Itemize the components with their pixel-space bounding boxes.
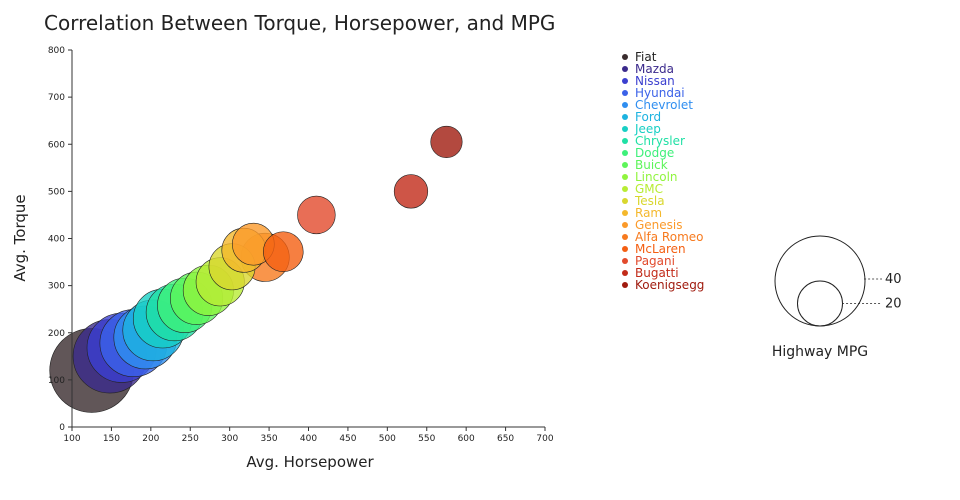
legend-label-gmc[interactable]: GMC xyxy=(635,182,663,196)
legend-marker-gmc xyxy=(622,186,628,192)
size-legend-title: Highway MPG xyxy=(772,344,868,360)
x-tick-label: 550 xyxy=(418,434,435,444)
plot-area xyxy=(49,125,463,413)
legend-label-koenigsegg[interactable]: Koenigsegg xyxy=(635,278,704,292)
legend-label-mazda[interactable]: Mazda xyxy=(635,62,674,76)
legend-label-buick[interactable]: Buick xyxy=(635,158,668,172)
legend-marker-pagani xyxy=(622,258,628,264)
legend-marker-mclaren xyxy=(622,246,628,252)
legend-label-dodge[interactable]: Dodge xyxy=(635,146,674,160)
legend-marker-hyundai xyxy=(622,90,628,96)
legend-marker-fiat xyxy=(622,54,628,60)
x-tick-label: 150 xyxy=(103,434,120,444)
y-tick-label: 100 xyxy=(48,376,65,386)
legend-marker-ford xyxy=(622,114,628,120)
size-legend-value: 40 xyxy=(885,272,902,287)
legend-label-bugatti[interactable]: Bugatti xyxy=(635,266,679,280)
legend-label-hyundai[interactable]: Hyundai xyxy=(635,86,685,100)
legend-marker-dodge xyxy=(622,150,628,156)
x-tick-label: 400 xyxy=(300,434,317,444)
legend-label-genesis[interactable]: Genesis xyxy=(635,218,683,232)
bubble-koenigsegg[interactable] xyxy=(430,125,463,158)
y-tick-label: 800 xyxy=(48,46,65,56)
y-tick-label: 600 xyxy=(48,140,65,150)
x-tick-label: 200 xyxy=(142,434,159,444)
legend-marker-chevrolet xyxy=(622,102,628,108)
legend-label-jeep[interactable]: Jeep xyxy=(634,122,661,136)
y-tick-label: 200 xyxy=(48,329,65,339)
legend-marker-chrysler xyxy=(622,138,628,144)
y-tick-label: 700 xyxy=(48,93,65,103)
legend: FiatMazdaNissanHyundaiChevroletFordJeepC… xyxy=(622,50,704,292)
size-legend-value: 20 xyxy=(885,297,902,312)
legend-label-pagani[interactable]: Pagani xyxy=(635,254,675,268)
x-tick-label: 600 xyxy=(458,434,475,444)
x-axis: 100 150 200 250 300 350 400 450 500 550 600 650 700 xyxy=(63,426,554,444)
y-tick-label: 0 xyxy=(59,423,65,433)
bubble-mclaren[interactable] xyxy=(263,231,304,272)
legend-marker-lincoln xyxy=(622,174,628,180)
legend-marker-koenigsegg xyxy=(622,282,628,288)
legend-marker-buick xyxy=(622,162,628,168)
x-tick-label: 650 xyxy=(497,434,514,444)
size-legend: 40 20 Highway MPG xyxy=(772,235,902,360)
legend-marker-nissan xyxy=(622,78,628,84)
x-tick-label: 700 xyxy=(536,434,553,444)
legend-label-tesla[interactable]: Tesla xyxy=(634,194,665,208)
x-tick-label: 500 xyxy=(379,434,396,444)
legend-label-mclaren[interactable]: McLaren xyxy=(635,242,686,256)
chart-title: Correlation Between Torque, Horsepower, … xyxy=(44,11,555,35)
x-tick-label: 250 xyxy=(182,434,199,444)
legend-marker-jeep xyxy=(622,126,628,132)
legend-marker-bugatti xyxy=(622,270,628,276)
y-tick-label: 400 xyxy=(48,235,65,245)
legend-marker-genesis xyxy=(622,222,628,228)
legend-marker-ram xyxy=(622,210,628,216)
size-legend-circle-20 xyxy=(797,280,843,327)
legend-marker-tesla xyxy=(622,198,628,204)
bubble-pagani[interactable] xyxy=(297,195,336,235)
y-tick-label: 300 xyxy=(48,282,65,292)
x-tick-label: 100 xyxy=(63,434,80,444)
legend-label-ram[interactable]: Ram xyxy=(635,206,662,220)
bubble-bugatti[interactable] xyxy=(393,174,429,209)
x-tick-label: 350 xyxy=(260,434,277,444)
x-axis-label: Avg. Horsepower xyxy=(246,453,374,471)
legend-marker-alfa-romeo xyxy=(622,234,628,240)
legend-label-alfa-romeo[interactable]: Alfa Romeo xyxy=(635,230,704,244)
legend-label-ford[interactable]: Ford xyxy=(635,110,661,124)
y-tick-label: 500 xyxy=(48,187,65,197)
legend-label-fiat[interactable]: Fiat xyxy=(635,50,657,64)
y-axis: 0 100 200 300 400 500 600 700 800 xyxy=(48,46,73,433)
legend-label-chevrolet[interactable]: Chevrolet xyxy=(635,98,693,112)
x-tick-label: 300 xyxy=(221,434,238,444)
legend-label-chrysler[interactable]: Chrysler xyxy=(635,134,685,148)
y-axis-label: Avg. Torque xyxy=(11,194,29,281)
legend-label-lincoln[interactable]: Lincoln xyxy=(635,170,678,184)
legend-marker-mazda xyxy=(622,66,628,72)
legend-label-nissan[interactable]: Nissan xyxy=(635,74,675,88)
x-tick-label: 450 xyxy=(339,434,356,444)
